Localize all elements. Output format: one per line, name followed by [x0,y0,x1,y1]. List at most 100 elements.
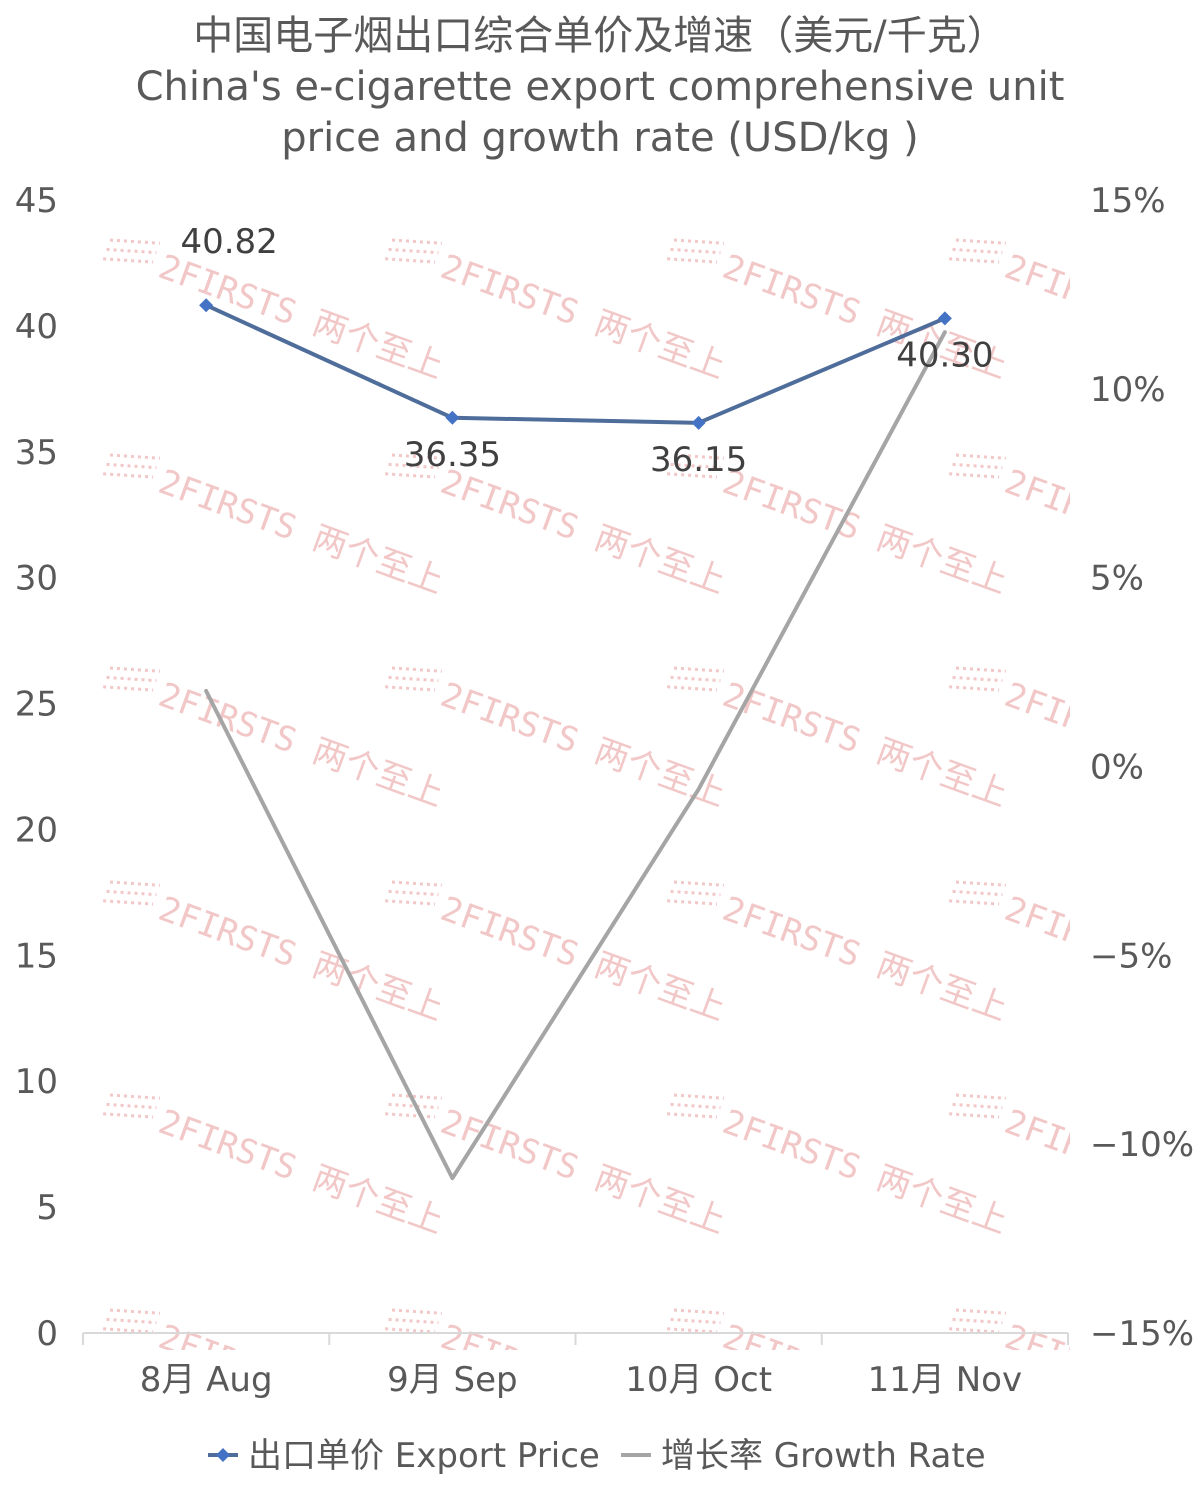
watermark-logo-icon [673,453,724,460]
y-left-tick-label: 10 [15,1062,58,1102]
watermark-logo-icon [670,675,721,683]
watermark-logo-icon [106,462,157,470]
watermark-text: 2FIRSTS 两个至上 [153,675,448,815]
watermark-logo-icon [388,1317,439,1325]
x-tick-label: 10月 Oct [625,1360,772,1400]
watermark-logo-icon [391,453,442,460]
watermark-logo-icon [667,1327,718,1334]
x-tick-label: 8月 Aug [140,1360,273,1400]
data-label-export-price: 36.15 [650,440,747,480]
export-price-marker [937,311,952,326]
watermark-logo-icon [385,257,436,264]
watermark-logo-icon [949,257,1000,264]
y-left-tick-label: 45 [15,181,58,221]
watermark-logo-icon [952,462,1003,470]
watermark-logo-icon [109,238,160,245]
y-left-tick-label: 15 [15,936,58,976]
watermark-logo-icon [106,247,157,255]
watermark-logo-icon [949,685,1000,692]
watermark-logo-icon [670,1317,721,1325]
y-left-tick-label: 35 [15,433,58,473]
watermark-logo-icon [955,238,1006,245]
watermark-text: 2FIRSTS 两个至上 [999,247,1200,387]
watermark-logo-icon [103,257,154,264]
watermark-text: 2FIRSTS 两个至上 [153,462,448,602]
watermark-logo-icon [670,1102,721,1110]
legend: 出口单价 Export Price 增长率 Growth Rate [208,1436,986,1476]
axis-layer: 8月 Aug 9月 Sep 10月 Oct 11月 Nov 0 5 10 15 20 25 30 35… [15,181,1194,1400]
watermark-text: 2FIRSTS 两个至上 [153,247,448,387]
y-left-tick-label: 30 [15,559,58,599]
watermark-logo-icon [388,675,439,683]
watermark-logo-icon [952,1102,1003,1110]
y-left-tick-label: 0 [36,1314,58,1354]
y-right-tick-label: −10% [1090,1125,1194,1165]
data-label-layer: 40.82 36.35 36.15 40.30 [180,222,993,480]
watermark-text: 2FIRSTS 两个至上 [717,889,1012,1029]
y-right-tick-label: −5% [1090,936,1172,976]
watermark-logo-icon [667,1112,718,1119]
data-label-export-price: 36.35 [404,435,501,475]
watermark-logo-icon [385,1327,436,1334]
watermark-logo-icon [391,1308,442,1315]
watermark-logo-icon [103,1112,154,1119]
watermark-logo-icon [391,666,442,673]
watermark-logo-icon [673,666,724,673]
x-tick-label: 11月 Nov [868,1360,1022,1400]
y-right-tick-label: 10% [1090,370,1166,410]
watermark-text: 2FIRSTS 两个至上 [435,1102,730,1242]
export-price-marker [199,298,214,313]
watermark-text: 2FIRSTS 两个至上 [999,1102,1200,1242]
watermark-logo-icon [391,880,442,887]
watermark-logo-icon [388,1102,439,1110]
y-right-tick-label: 0% [1090,748,1144,788]
watermark-logo-icon [109,1308,160,1315]
watermark-logo-icon [955,1308,1006,1315]
watermark-logo-icon [949,472,1000,479]
watermark-logo-icon [385,1112,436,1119]
watermark-logo-icon [667,685,718,692]
watermark-text: 2FIRSTS 两个至上 [717,1102,1012,1242]
watermark-logo-icon [673,880,724,887]
watermark-logo-icon [385,685,436,692]
y-left-tick-label: 40 [15,307,58,347]
series-layer [199,298,952,1181]
watermark-logo-icon [391,238,442,245]
chart-subtitle-line-1: China's e-cigarette export comprehensive… [136,64,1065,110]
watermark-logo-icon [109,453,160,460]
watermark-logo-icon [667,472,718,479]
watermark-text: 2FIRSTS 两个至上 [435,462,730,602]
watermark-logo-icon [955,1093,1006,1100]
y-right-tick-label: −15% [1090,1314,1194,1354]
legend-label-export-price: 出口单价 Export Price [248,1436,600,1476]
watermark-logo-icon [949,1327,1000,1334]
series-line-export-price [205,303,946,425]
y-left-tick-label: 20 [15,810,58,850]
watermark-logo-icon [106,1102,157,1110]
export-price-marker [445,410,460,425]
watermark-logo-icon [391,1093,442,1100]
chart-title: 中国电子烟出口综合单价及增速（美元/千克） [193,13,1006,59]
watermark-logo-icon [103,1327,154,1334]
watermark-logo-icon [388,247,439,255]
watermark-logo-icon [667,899,718,906]
watermark-logo-icon [109,880,160,887]
watermark-logo-icon [673,238,724,245]
watermark-logo-icon [103,899,154,906]
watermark-logo-icon [670,889,721,897]
chart-subtitle-line-2: price and growth rate (USD/kg ) [281,115,919,161]
watermark-logo-icon [952,247,1003,255]
x-tick-label: 9月 Sep [387,1360,518,1400]
watermark-logo-icon [106,889,157,897]
watermark-logo-icon [673,1093,724,1100]
data-label-export-price: 40.82 [180,222,277,262]
export-price-marker [691,415,706,430]
watermark-text: 2FIRSTS 两个至上 [717,675,1012,815]
watermark-logo-icon [673,1308,724,1315]
watermark-logo-icon [388,889,439,897]
watermark-logo-icon [955,880,1006,887]
watermark-logo-icon [385,472,436,479]
series-line-growth-rate [204,330,947,1181]
